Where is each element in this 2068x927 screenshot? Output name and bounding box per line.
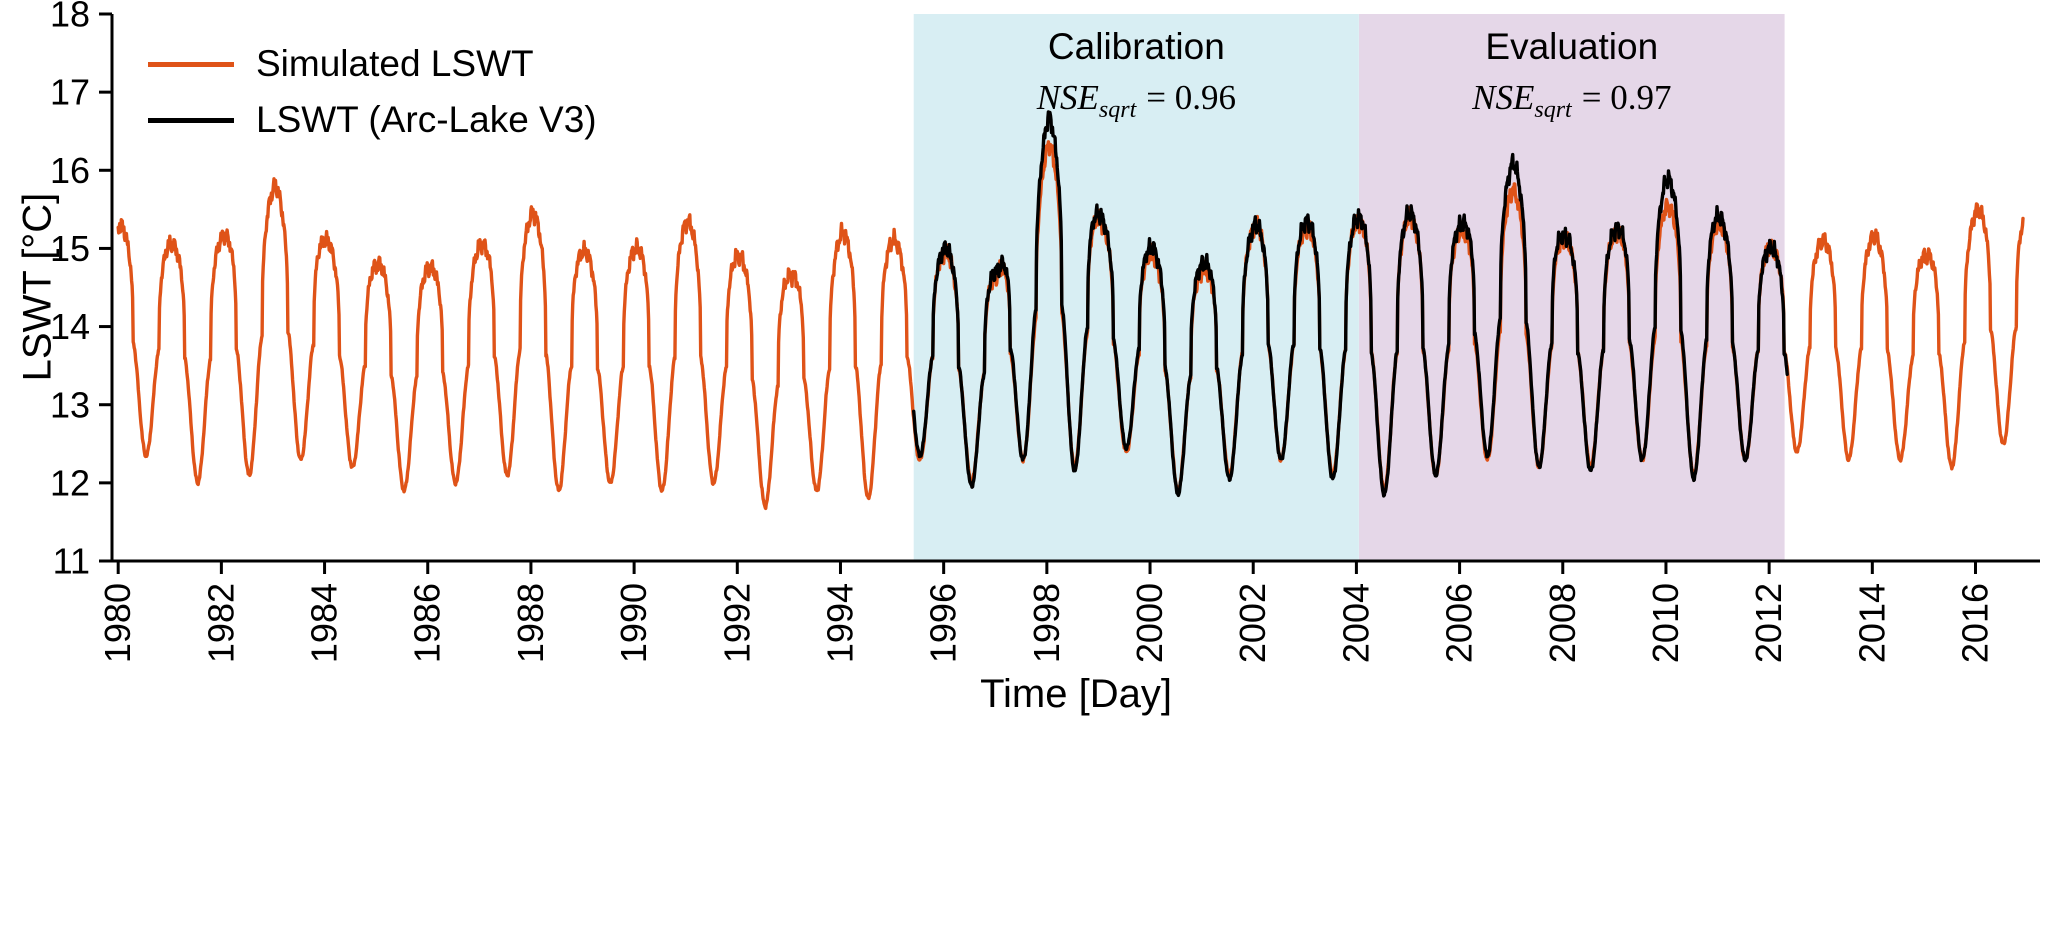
x-tick-label: 1982: [200, 583, 241, 663]
x-tick-label: 2008: [1542, 583, 1583, 663]
x-tick-label: 2016: [1955, 583, 1996, 663]
y-tick-label: 12: [50, 462, 90, 503]
x-tick-label: 1992: [716, 583, 757, 663]
y-axis-title: LSWT [°C]: [15, 192, 60, 382]
y-tick-label: 15: [50, 228, 90, 269]
x-tick-label: 2004: [1335, 583, 1376, 663]
x-tick-label: 1996: [923, 583, 964, 663]
shaded-regions: [913, 14, 1785, 561]
observed-line-swatch: [148, 117, 234, 123]
y-tick-label: 16: [50, 150, 90, 191]
y-tick-label: 18: [50, 0, 90, 35]
x-tick-label: 2002: [1232, 583, 1273, 663]
legend-label-simulated: Simulated LSWT: [256, 43, 534, 84]
calibration-nse-value: = 0.96: [1146, 78, 1237, 117]
calibration-nse-name: NSE: [1036, 78, 1099, 117]
y-tick-label: 13: [50, 384, 90, 425]
x-tick-label: 1980: [97, 583, 138, 663]
evaluation-nse-subscript: sqrt: [1534, 97, 1572, 123]
x-tick-label: 2000: [1129, 583, 1170, 663]
x-tick-label: 1998: [1026, 583, 1067, 663]
x-tick-label: 1994: [820, 583, 861, 663]
calibration-nse-stat: NSEsqrt = 0.96: [876, 78, 1396, 124]
x-tick-label: 1986: [407, 583, 448, 663]
evaluation-nse-value: = 0.97: [1581, 78, 1672, 117]
calibration-annotation: Calibration NSEsqrt = 0.96: [876, 26, 1396, 124]
evaluation-nse-name: NSE: [1472, 78, 1535, 117]
legend: Simulated LSWT LSWT (Arc-Lake V3): [148, 43, 597, 156]
legend-label-observed: LSWT (Arc-Lake V3): [256, 99, 597, 140]
evaluation-label: Evaluation: [1485, 26, 1659, 67]
legend-item-observed: LSWT (Arc-Lake V3): [148, 99, 597, 140]
x-tick-label: 1990: [613, 583, 654, 663]
simulated-line-swatch: [148, 61, 234, 67]
observed-lswt-line: [912, 110, 1789, 498]
x-tick-label: 2010: [1645, 583, 1686, 663]
data-series: [116, 110, 2025, 511]
evaluation-nse-stat: NSEsqrt = 0.97: [1312, 78, 1832, 124]
x-tick-label: 2006: [1439, 583, 1480, 663]
x-tick-label: 2012: [1748, 583, 1789, 663]
evaluation-annotation: Evaluation NSEsqrt = 0.97: [1312, 26, 1832, 124]
x-tick-label: 2014: [1851, 583, 1892, 663]
y-tick-label: 17: [50, 72, 90, 113]
x-tick-label: 1984: [304, 583, 345, 663]
evaluation-region-shading: [1359, 14, 1785, 561]
y-tick-label: 11: [53, 541, 90, 582]
calibration-nse-subscript: sqrt: [1098, 97, 1137, 123]
axes: 11 12 13 14 15 16 17 18 1980 1982 1984 1986 1988 1990…: [50, 0, 2040, 663]
x-tick-label: 1988: [510, 583, 551, 663]
legend-item-simulated: Simulated LSWT: [148, 43, 597, 84]
calibration-label: Calibration: [1047, 26, 1225, 67]
x-axis-title: Time [Day]: [980, 672, 1172, 716]
y-tick-label: 14: [50, 306, 90, 347]
